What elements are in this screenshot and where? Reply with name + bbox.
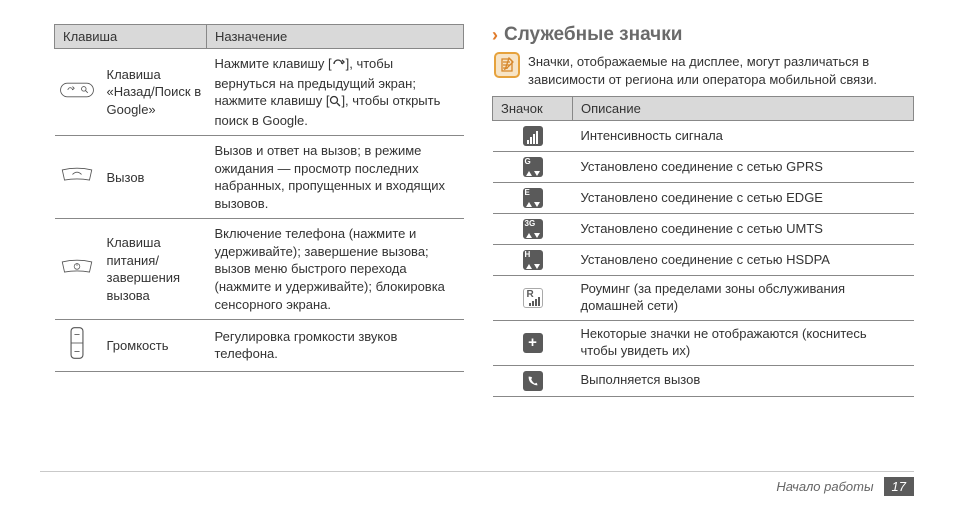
- icon-desc: Некоторые значки не отображаются (коснит…: [573, 320, 914, 365]
- page-footer: Начало работы 17: [776, 477, 914, 496]
- footer-rule: [40, 471, 914, 472]
- volume-key-icon: [55, 320, 99, 372]
- table-row: Клавиша питания/ завершения вызова Включ…: [55, 219, 464, 320]
- note-text: Значки, отображаемые на дисплее, могут р…: [528, 52, 914, 88]
- edge-icon: E: [493, 183, 573, 214]
- icons-header-desc: Описание: [573, 97, 914, 121]
- umts-icon: 3G: [493, 214, 573, 245]
- table-row: Громкость Регулировка громкости звуков т…: [55, 320, 464, 372]
- chevron-icon: ›: [492, 26, 498, 44]
- icon-desc: Установлено соединение с сетью EDGE: [573, 183, 914, 214]
- icon-desc: Интенсивность сигнала: [573, 121, 914, 152]
- page-number: 17: [884, 477, 914, 496]
- hsdpa-icon: H: [493, 245, 573, 276]
- back-glyph-icon: [332, 57, 346, 75]
- table-row: Клавиша «Назад/Поиск в Google» Нажмите к…: [55, 49, 464, 136]
- keys-column: Клавиша Назначение Клавиша «Наз: [54, 24, 464, 397]
- back-search-key-icon: [55, 49, 99, 136]
- key-name: Клавиша питания/ завершения вызова: [99, 219, 207, 320]
- keys-header-desc: Назначение: [207, 25, 464, 49]
- icon-desc: Установлено соединение с сетью UMTS: [573, 214, 914, 245]
- power-key-icon: [55, 219, 99, 320]
- signal-icon: [493, 121, 573, 152]
- more-icon: +: [493, 320, 573, 365]
- roaming-icon: R: [493, 276, 573, 321]
- icons-column: › Служебные значки Значки, отображаемые …: [492, 24, 914, 397]
- key-name: Клавиша «Назад/Поиск в Google»: [99, 49, 207, 136]
- section-heading: Служебные значки: [504, 24, 682, 46]
- icon-desc: Установлено соединение с сетью HSDPA: [573, 245, 914, 276]
- table-row: H Установлено соединение с сетью HSDPA: [493, 245, 914, 276]
- key-desc: Регулировка громкости звуков телефона.: [207, 320, 464, 372]
- icon-desc: Выполняется вызов: [573, 365, 914, 396]
- table-row: + Некоторые значки не отображаются (косн…: [493, 320, 914, 365]
- icon-desc: Роуминг (за пределами зоны обслуживания …: [573, 276, 914, 321]
- table-row: Вызов Вызов и ответ на вызов; в режиме о…: [55, 136, 464, 219]
- gprs-icon: G: [493, 152, 573, 183]
- table-row: G Установлено соединение с сетью GPRS: [493, 152, 914, 183]
- keys-header-key: Клавиша: [55, 25, 207, 49]
- table-row: E Установлено соединение с сетью EDGE: [493, 183, 914, 214]
- icon-desc: Установлено соединение с сетью GPRS: [573, 152, 914, 183]
- key-name: Вызов: [99, 136, 207, 219]
- icons-table: Значок Описание Интенсивность сигнала G …: [492, 96, 914, 397]
- keys-table: Клавиша Назначение Клавиша «Наз: [54, 24, 464, 372]
- search-glyph-icon: [329, 94, 341, 112]
- note-row: Значки, отображаемые на дисплее, могут р…: [492, 52, 914, 88]
- table-row: 3G Установлено соединение с сетью UMTS: [493, 214, 914, 245]
- footer-section-label: Начало работы: [776, 479, 873, 494]
- table-row: R Роуминг (за пределами зоны обслуживани…: [493, 276, 914, 321]
- icons-header-icon: Значок: [493, 97, 573, 121]
- key-name: Громкость: [99, 320, 207, 372]
- page-content: Клавиша Назначение Клавиша «Наз: [0, 0, 954, 397]
- table-row: Выполняется вызов: [493, 365, 914, 396]
- call-active-icon: [493, 365, 573, 396]
- section-heading-row: › Служебные значки: [492, 24, 914, 46]
- note-icon: [494, 52, 520, 78]
- table-row: Интенсивность сигнала: [493, 121, 914, 152]
- key-desc: Включение телефона (нажмите и удерживайт…: [207, 219, 464, 320]
- key-desc: Нажмите клавишу [], чтобы вернуться на п…: [207, 49, 464, 136]
- key-desc: Вызов и ответ на вызов; в режиме ожидани…: [207, 136, 464, 219]
- call-key-icon: [55, 136, 99, 219]
